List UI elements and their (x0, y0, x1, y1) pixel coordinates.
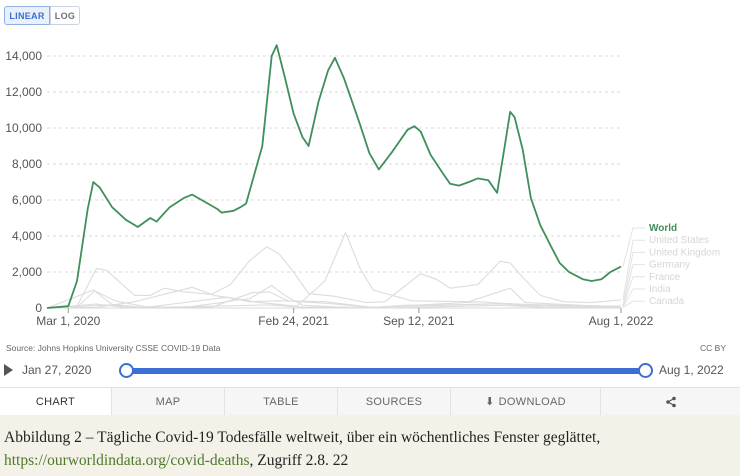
tab-chart[interactable]: CHART (0, 388, 112, 415)
tab-bar: CHART MAP TABLE SOURCES ⬇ DOWNLOAD (0, 387, 740, 415)
y-tick-label: 12,000 (5, 85, 42, 99)
license-label[interactable]: CC BY (700, 343, 726, 353)
legend-entry: Germany (649, 260, 690, 271)
y-tick-label: 6,000 (12, 193, 42, 207)
timeline-start-handle[interactable] (119, 363, 134, 378)
legend-connector (622, 264, 645, 307)
grid-lines (47, 55, 621, 309)
timeline-end-handle[interactable] (638, 363, 653, 378)
y-tick-label: 14,000 (5, 49, 42, 63)
caption-suffix: , Zugriff 2.8. 22 (249, 452, 349, 469)
tab-download[interactable]: ⬇ DOWNLOAD (451, 388, 601, 415)
caption-link[interactable]: https://ourworldindata.org/covid-deaths (4, 452, 250, 469)
legend-connector (622, 239, 645, 300)
x-tick-label: Sep 12, 2021 (383, 314, 455, 328)
legend-entry: Canada (649, 296, 684, 307)
chart-card: LINEAR LOG 0 2,000 4,000 6,000 8,000 10,000 12… (0, 0, 740, 415)
legend-connector (622, 251, 645, 307)
timeline-track[interactable] (126, 368, 645, 374)
tab-table[interactable]: TABLE (225, 388, 338, 415)
legend-connector (622, 288, 645, 308)
log-scale-button[interactable]: LOG (50, 6, 80, 25)
legend-entry: United Kingdom (649, 247, 720, 258)
tab-sources[interactable]: SOURCES (338, 388, 451, 415)
series-line-united-states (46, 246, 622, 309)
y-tick-label: 2,000 (12, 265, 42, 279)
x-tick-label: Mar 1, 2020 (36, 314, 100, 328)
series-lines (46, 44, 622, 309)
timeline-end-date: Aug 1, 2022 (659, 363, 724, 377)
y-tick-label: 10,000 (5, 121, 42, 135)
x-axis: Mar 1, 2020 Feb 24, 2021 Sep 12, 2021 Aug 1… (36, 308, 654, 328)
tab-map[interactable]: MAP (112, 388, 225, 415)
y-tick-label: 4,000 (12, 229, 42, 243)
line-chart: 02,0004,0006,0008,00010,00012,00014,000 … (5, 44, 720, 328)
y-tick-label: 0 (35, 301, 42, 315)
legend-connector (622, 227, 645, 267)
series-line-france (46, 289, 622, 309)
x-tick-label: Aug 1, 2022 (589, 314, 654, 328)
linear-scale-button[interactable]: LINEAR (4, 6, 50, 25)
tab-share[interactable] (601, 388, 740, 415)
timeline-start-date: Jan 27, 2020 (22, 363, 92, 377)
legend-entry: World (649, 223, 677, 234)
x-tick-label: Feb 24, 2021 (258, 314, 329, 328)
series-line-india (46, 231, 622, 309)
timeline: Jan 27, 2020 Aug 1, 2022 (0, 358, 740, 384)
source-note: Source: Johns Hopkins University CSSE CO… (6, 343, 221, 353)
share-icon (665, 396, 676, 407)
figure-caption: Abbildung 2 – Tägliche Covid-19 Todesfäl… (4, 426, 736, 472)
tab-download-label: DOWNLOAD (498, 395, 566, 408)
legend-connector (622, 300, 645, 308)
legend-entry: France (649, 272, 681, 283)
legend-entry: United States (649, 235, 709, 246)
legend-connector (622, 276, 645, 307)
play-icon[interactable] (4, 364, 13, 376)
caption-text: Abbildung 2 – Tägliche Covid-19 Todesfäl… (4, 429, 601, 446)
y-axis: 0 2,000 4,000 6,000 8,000 10,000 12,000 14,000 (5, 49, 42, 315)
download-icon: ⬇ (485, 396, 495, 408)
legend-entry: India (649, 284, 671, 295)
y-tick-label: 8,000 (12, 157, 42, 171)
series-line-canada (46, 304, 621, 309)
series-line-world (46, 44, 622, 309)
